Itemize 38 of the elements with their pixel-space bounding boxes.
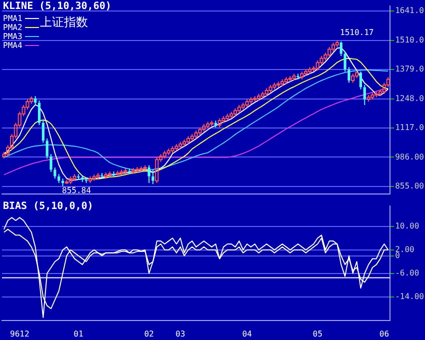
y-tick-label: 855.00 bbox=[395, 181, 424, 190]
text: 上证指数 bbox=[40, 14, 88, 31]
legend-label: PMA1 bbox=[3, 14, 22, 23]
x-tick-label: 03 bbox=[176, 329, 186, 338]
x-tick-label: 02 bbox=[144, 329, 154, 338]
y-tick-label: -14.00 bbox=[395, 292, 424, 301]
legend-label: PMA3 bbox=[3, 32, 22, 41]
y-tick-label: 1641.0 bbox=[395, 6, 424, 16]
y-tick-label: -6.00 bbox=[395, 268, 420, 278]
x-tick-label: 04 bbox=[242, 329, 252, 338]
candlestick bbox=[340, 40, 342, 56]
candlestick bbox=[38, 100, 41, 126]
legend-label: PMA4 bbox=[3, 41, 22, 50]
y-tick-label: 10.00 bbox=[395, 221, 420, 230]
x-tick-label: 05 bbox=[312, 329, 323, 338]
candlestick bbox=[363, 84, 366, 106]
annotation: 1510.17 bbox=[340, 28, 374, 37]
candlestick bbox=[148, 164, 150, 184]
chart-title: KLINE (5,10,30,60) bbox=[3, 1, 112, 12]
candlestick bbox=[296, 73, 300, 80]
annotation: 855.84 bbox=[62, 186, 91, 195]
candlestick bbox=[359, 71, 362, 90]
candlestick bbox=[34, 96, 37, 106]
y-tick-label: 1379.0 bbox=[395, 64, 424, 74]
candlestick bbox=[348, 66, 350, 84]
candlestick bbox=[152, 169, 154, 185]
y-tick-label: 1248.0 bbox=[395, 94, 424, 103]
candlestick bbox=[58, 174, 60, 184]
y-tick-label: 1510.0 bbox=[395, 35, 424, 44]
y-tick-label: 1117.0 bbox=[395, 123, 424, 132]
candlestick bbox=[42, 120, 44, 144]
chart-title: BIAS (5,10,0,0) bbox=[3, 201, 94, 212]
x-tick-label: 06 bbox=[379, 329, 390, 338]
legend-label: PMA2 bbox=[3, 23, 22, 32]
y-tick-label: 986.00 bbox=[395, 152, 424, 162]
x-tick-label: 01 bbox=[74, 329, 84, 338]
candlestick bbox=[50, 154, 52, 172]
x-tick-label: 9612 bbox=[10, 329, 30, 338]
